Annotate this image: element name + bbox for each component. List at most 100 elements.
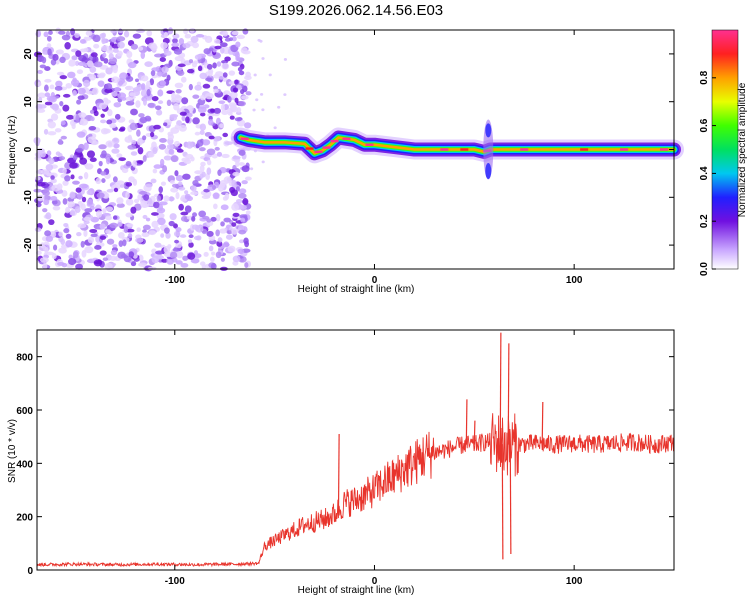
noise-blob	[187, 252, 196, 260]
noise-blob	[162, 165, 168, 173]
noise-blob	[142, 214, 148, 220]
noise-blob	[158, 186, 164, 194]
noise-blob	[283, 58, 288, 61]
snr-y-tick-label: 0	[27, 566, 33, 577]
noise-blob	[103, 97, 109, 103]
noise-blob	[223, 176, 232, 184]
noise-blob	[231, 36, 237, 42]
noise-blob	[72, 251, 79, 259]
noise-blob	[188, 242, 194, 248]
noise-blob	[105, 83, 113, 90]
noise-blob	[220, 42, 228, 48]
noise-blob	[86, 90, 94, 95]
noise-blob	[95, 235, 101, 243]
noise-blob	[196, 139, 204, 147]
noise-blob	[146, 30, 153, 37]
noise-blob	[184, 190, 189, 195]
noise-blob	[51, 253, 57, 260]
colorbar-tick-label: 0.0	[699, 262, 710, 276]
noise-blob	[150, 131, 155, 138]
noise-blob	[64, 175, 71, 182]
noise-blob	[141, 203, 150, 208]
noise-blob	[166, 99, 172, 107]
noise-blob	[125, 228, 135, 233]
noise-blob	[116, 180, 125, 185]
snr-x-ticks: -100 0 100	[165, 330, 583, 587]
noise-blob	[111, 91, 118, 97]
noise-blob	[185, 112, 193, 118]
noise-blob	[44, 78, 52, 83]
noise-blob	[235, 198, 243, 204]
noise-blob	[194, 131, 201, 136]
noise-blob	[245, 210, 251, 215]
noise-blob	[214, 146, 220, 151]
noise-blob	[122, 239, 127, 247]
noise-blob	[74, 206, 81, 213]
noise-blob	[69, 210, 76, 216]
noise-blob	[217, 169, 222, 176]
noise-blob	[40, 169, 50, 175]
noise-blob	[50, 175, 55, 180]
noise-blob	[235, 160, 240, 167]
spectrogram-x-tick-label: 0	[372, 275, 378, 286]
noise-blob	[175, 88, 182, 94]
noise-blob	[72, 180, 80, 185]
noise-blob	[155, 255, 164, 260]
noise-blob	[37, 69, 43, 75]
noise-blob	[203, 48, 211, 55]
noise-blob	[58, 231, 63, 237]
noise-blob	[109, 255, 118, 261]
noise-blob	[38, 244, 47, 252]
noise-blob	[65, 82, 72, 89]
noise-blob	[83, 142, 89, 151]
noise-blob	[104, 262, 113, 271]
snr-x-tick-label: 0	[372, 576, 378, 587]
noise-blob	[87, 136, 97, 144]
noise-blob	[164, 227, 170, 234]
noise-blob	[161, 66, 169, 73]
noise-blob	[223, 241, 230, 248]
noise-blob	[192, 212, 198, 217]
noise-blob	[60, 135, 67, 140]
noise-blob	[142, 224, 151, 231]
noise-blob	[154, 242, 162, 248]
tone-disturbance	[485, 123, 492, 138]
noise-blob	[211, 251, 216, 256]
noise-blob	[123, 225, 129, 233]
noise-blob	[185, 141, 194, 149]
noise-blob	[145, 183, 153, 188]
noise-blob	[235, 186, 240, 192]
noise-blob	[87, 236, 95, 244]
noise-blob	[78, 175, 83, 180]
noise-blob	[69, 191, 76, 199]
noise-blob	[163, 122, 168, 127]
noise-blob	[98, 160, 103, 167]
noise-blob	[90, 233, 98, 238]
noise-blob	[147, 102, 155, 108]
noise-blob	[222, 196, 228, 201]
snr-x-tick-label: 100	[566, 576, 583, 587]
snr-line	[36, 413, 675, 568]
noise-blob	[86, 150, 96, 158]
noise-blob	[238, 193, 247, 199]
tone-disturbance	[485, 163, 492, 180]
noise-blob	[67, 71, 76, 79]
noise-blob	[188, 59, 194, 64]
noise-blob	[137, 138, 143, 146]
noise-blob	[102, 192, 110, 199]
spectrogram-y-tick-label: 0	[23, 146, 34, 152]
noise-blob	[99, 250, 107, 256]
noise-blob	[155, 250, 164, 255]
noise-blob	[145, 217, 151, 222]
noise-blob	[231, 61, 240, 67]
noise-blob	[68, 258, 77, 266]
noise-blob	[194, 170, 203, 175]
noise-blob	[213, 38, 221, 44]
noise-blob	[206, 230, 214, 237]
noise-blob	[103, 128, 111, 134]
noise-blob	[197, 65, 203, 72]
noise-blob	[171, 92, 176, 100]
noise-blob	[128, 119, 135, 124]
noise-blob	[130, 151, 138, 156]
